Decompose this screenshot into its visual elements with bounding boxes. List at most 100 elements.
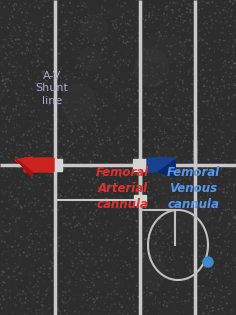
Point [188,158,191,163]
Point [83,211,87,216]
Point [130,237,133,242]
Point [110,278,114,283]
Point [171,141,175,146]
Point [159,277,163,282]
Point [111,21,115,26]
Point [206,50,209,55]
Point [172,253,176,258]
Point [126,86,130,91]
Point [150,168,154,173]
Point [100,232,104,238]
Point [37,167,40,172]
Point [16,132,20,137]
Point [113,302,117,307]
Point [89,25,93,30]
Point [196,78,200,83]
Point [21,0,25,4]
Point [86,45,90,50]
Point [88,106,92,111]
Point [80,304,84,309]
Point [167,136,171,141]
Point [159,3,163,8]
Point [148,219,152,224]
Point [34,152,38,157]
Ellipse shape [79,48,100,70]
Point [180,44,183,49]
Point [111,105,114,110]
Point [126,159,129,164]
Point [161,276,165,281]
Point [37,129,40,134]
Point [129,107,132,112]
Point [174,92,177,97]
Point [169,118,173,123]
Point [95,295,99,301]
Point [62,297,65,302]
Point [145,31,149,36]
Point [227,207,231,212]
Point [215,308,218,313]
Point [151,220,155,225]
Point [120,294,124,299]
Point [232,24,236,29]
Point [143,62,147,67]
Point [10,200,14,205]
Point [24,8,28,13]
Point [3,49,7,54]
Point [222,0,226,5]
Point [15,64,19,69]
Point [154,162,158,167]
Point [151,20,154,25]
Point [83,275,86,280]
Point [3,224,7,229]
Point [87,141,91,146]
Point [190,233,194,238]
Point [42,208,46,213]
Point [79,224,82,229]
Point [62,97,66,102]
Point [90,20,94,25]
Point [134,231,138,236]
Point [140,90,143,95]
Point [202,53,206,58]
Point [206,152,209,158]
Point [187,209,190,214]
Point [12,122,15,127]
Point [55,92,59,97]
Point [42,202,46,207]
Point [17,25,21,30]
Point [198,38,201,43]
Point [52,167,56,172]
Point [32,35,36,40]
Point [112,195,116,200]
Point [50,250,54,255]
Point [15,143,19,148]
Point [175,75,179,80]
Point [39,1,43,6]
Point [167,116,170,121]
Point [81,196,85,201]
Point [75,138,79,143]
Point [176,83,179,88]
Point [67,125,71,130]
Point [207,156,211,161]
Point [215,224,219,229]
Point [66,42,70,47]
Point [14,266,18,271]
Point [207,29,211,34]
Point [46,131,50,136]
Point [74,280,78,285]
Point [179,260,182,265]
Point [220,306,224,311]
Point [29,232,33,237]
Point [10,244,14,249]
Point [222,159,226,164]
Point [41,156,44,161]
Point [226,47,230,52]
Point [48,100,52,106]
Point [170,206,174,211]
Point [64,22,68,27]
Point [162,64,166,69]
Point [224,170,228,175]
Point [219,67,223,72]
